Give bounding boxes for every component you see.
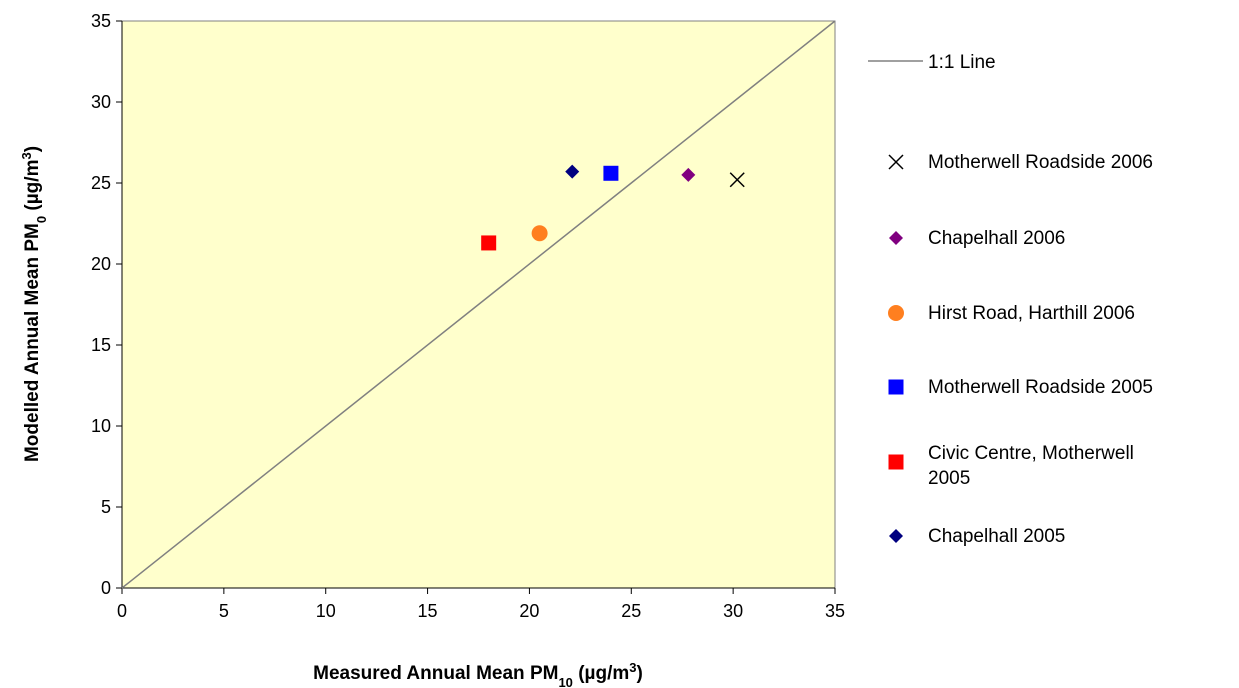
x-tick-label: 35 [825,601,845,621]
x-axis-title: Measured Annual Mean PM10 (µg/m3) [313,660,643,688]
data-point [531,225,548,242]
y-tick-label: 20 [91,254,111,274]
identity-line [121,20,836,589]
y-tick-label: 25 [91,173,111,193]
x-tick-label: 20 [519,601,539,621]
data-point [681,167,696,182]
y-tick-label: 0 [101,578,111,598]
legend-label: Motherwell Roadside 2006 [928,152,1153,173]
legend-label: Motherwell Roadside 2005 [928,377,1153,398]
x-tick-label: 30 [723,601,743,621]
x-tick-label: 10 [316,601,336,621]
y-tick-label: 5 [101,497,111,517]
data-point [481,235,497,251]
data-point [565,164,580,179]
legend-marker [889,529,903,543]
y-tick-label: 15 [91,335,111,355]
x-tick-label: 15 [418,601,438,621]
legend-label: 1:1 Line [928,52,996,73]
data-point [729,172,745,188]
legend-label: Chapelhall 2005 [928,526,1065,547]
one-to-one-line [121,20,836,589]
legend-marker [888,305,904,321]
legend-label: Civic Centre, Motherwell [928,443,1134,464]
x-tick-label: 25 [621,601,641,621]
data-point [603,165,619,181]
legend-label: 2005 [928,468,970,489]
y-tick-label: 30 [91,92,111,112]
x-axis: 0 5 10 15 20 25 30 35 [117,587,845,621]
y-axis-title: Modelled Annual Mean PM0 (µg/m3) [19,146,49,462]
y-tick-label: 10 [91,416,111,436]
legend-label: Chapelhall 2006 [928,228,1065,249]
legend-marker [888,379,904,395]
legend-marker [888,154,904,170]
x-tick-label: 5 [219,601,229,621]
y-axis: 0 5 10 15 20 25 30 35 [91,11,123,598]
legend: 1:1 Line Motherwell Roadside 2006 Chapelha… [868,52,1153,547]
legend-label: Hirst Road, Harthill 2006 [928,303,1135,324]
legend-marker [888,454,904,470]
legend-marker [889,231,903,245]
x-tick-label: 0 [117,601,127,621]
y-tick-label: 35 [91,11,111,31]
data-points [481,164,745,251]
